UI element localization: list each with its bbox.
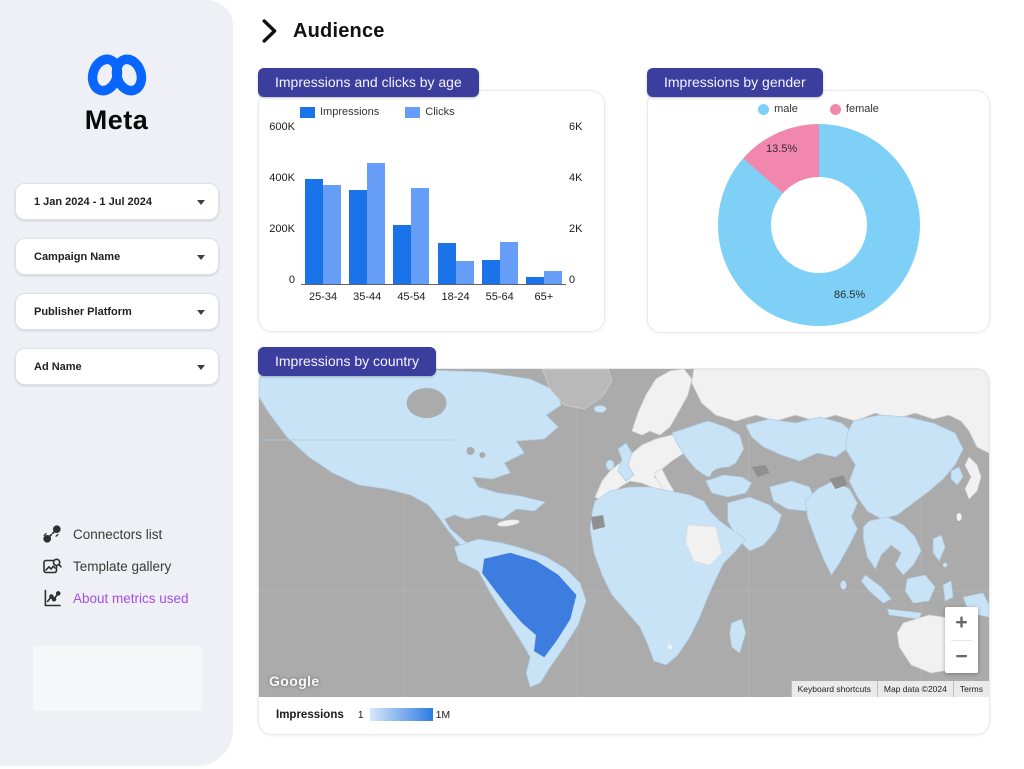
male-swatch [758, 103, 770, 115]
connectors-icon [43, 525, 61, 543]
zoom-in-button[interactable]: + [955, 611, 968, 635]
legend-item-impressions[interactable]: Impressions [300, 106, 379, 118]
map-attribution: Keyboard shortcuts Map data ©2024 Terms [790, 681, 989, 697]
divider [951, 639, 972, 641]
category-label: 65+ [534, 291, 554, 303]
clicks-bar [367, 163, 386, 284]
impressions-bar [349, 190, 368, 284]
world-map[interactable]: Google Keyboard shortcuts Map data ©2024… [259, 369, 989, 697]
bar-group-25-34[interactable]: 25-34 [305, 132, 342, 303]
legend-item-male[interactable]: male [758, 103, 798, 115]
impressions-bar [437, 243, 456, 284]
clicks-bar [323, 185, 342, 284]
clicks-bar [411, 188, 430, 284]
bar-group-45-54[interactable]: 45-54 [393, 132, 430, 303]
template-gallery-link[interactable]: Template gallery [42, 555, 189, 577]
category-label: 25-34 [309, 291, 338, 303]
impressions-swatch [300, 106, 315, 118]
chevron-down-icon [197, 199, 205, 205]
brand-name: Meta [84, 105, 149, 135]
bar-group-35-44[interactable]: 35-44 [349, 132, 386, 303]
map-zoom-control: + − [945, 607, 978, 673]
about-metrics-link[interactable]: About metrics used [42, 587, 189, 609]
impressions-bar [393, 225, 412, 284]
gender-donut-chart[interactable] [718, 124, 920, 326]
map-legend-min: 1 [357, 708, 364, 721]
age-chart-card: Impressions Clicks 600K 400K 200K 0 6K 4… [258, 90, 605, 332]
publisher-platform-filter[interactable]: Publisher Platform [15, 293, 219, 330]
map-data-label: Map data ©2024 [876, 681, 953, 697]
brand-logo: Meta [0, 52, 233, 136]
gender-chart-card: male female 13.5% 86.5% [647, 90, 990, 333]
map-legend-max: 1M [435, 708, 451, 721]
impressions-bar [481, 260, 500, 284]
campaign-name-filter[interactable]: Campaign Name [15, 238, 219, 275]
connectors-list-link[interactable]: Connectors list [42, 523, 189, 545]
country-chart-title-badge: Impressions by country [258, 347, 436, 376]
bar-group-65+[interactable]: 65+ [525, 132, 562, 303]
female-swatch [829, 103, 841, 115]
filter-list: 1 Jan 2024 - 1 Jul 2024 Campaign Name Pu… [15, 183, 219, 403]
category-label: 45-54 [397, 291, 426, 303]
meta-infinity-icon [87, 54, 146, 96]
female-slice-label: 13.5% [766, 143, 798, 155]
sidebar-placeholder-box [33, 646, 202, 711]
age-bar-plot[interactable]: 25-34 35-44 45-54 18-24 55-64 65+ [301, 132, 566, 303]
sidebar: Meta 1 Jan 2024 - 1 Jul 2024 Campaign Na… [0, 0, 233, 766]
zoom-out-button[interactable]: − [955, 644, 968, 668]
age-chart-legend: Impressions Clicks [300, 106, 455, 118]
terms-link[interactable]: Terms [952, 681, 989, 697]
date-range-filter[interactable]: 1 Jan 2024 - 1 Jul 2024 [15, 183, 219, 220]
template-gallery-icon [43, 558, 62, 574]
chevron-right-icon[interactable] [261, 18, 278, 44]
impressions-bar [525, 277, 544, 284]
chevron-down-icon [197, 309, 205, 315]
metrics-chart-icon [44, 589, 61, 607]
sidebar-links: Connectors list Template gallery [42, 523, 189, 619]
legend-item-clicks[interactable]: Clicks [405, 106, 455, 118]
clicks-swatch [405, 106, 421, 118]
page-title: Audience [293, 19, 385, 42]
right-axis-ticks: 6K 4K 2K 0 [569, 121, 583, 286]
keyboard-shortcuts-link[interactable]: Keyboard shortcuts [790, 681, 877, 697]
clicks-bar [499, 242, 518, 284]
country-map-card: Google Keyboard shortcuts Map data ©2024… [258, 368, 990, 735]
map-color-legend: Impressions 1 1M [259, 695, 989, 734]
impressions-bar [305, 179, 324, 284]
legend-item-female[interactable]: female [829, 103, 879, 115]
category-label: 18-24 [441, 291, 470, 303]
gender-chart-legend: male female [648, 103, 989, 115]
clicks-bar [455, 261, 474, 284]
age-chart-title-badge: Impressions and clicks by age [258, 68, 479, 97]
chevron-down-icon [197, 364, 205, 370]
map-legend-gradient-bar [369, 708, 433, 721]
gender-chart-title-badge: Impressions by gender [647, 68, 823, 97]
male-slice-label: 86.5% [834, 289, 866, 301]
category-label: 35-44 [353, 291, 382, 303]
clicks-bar [543, 271, 562, 284]
chevron-down-icon [197, 254, 205, 260]
bar-group-55-64[interactable]: 55-64 [481, 132, 518, 303]
ad-name-filter[interactable]: Ad Name [15, 348, 219, 385]
page-header: Audience [261, 18, 385, 44]
map-legend-title: Impressions [276, 708, 344, 721]
bar-group-18-24[interactable]: 18-24 [437, 132, 474, 303]
google-logo[interactable]: Google [269, 673, 320, 689]
category-label: 55-64 [485, 291, 514, 303]
world-map-svg [259, 369, 989, 697]
left-axis-ticks: 600K 400K 200K 0 [269, 121, 295, 286]
